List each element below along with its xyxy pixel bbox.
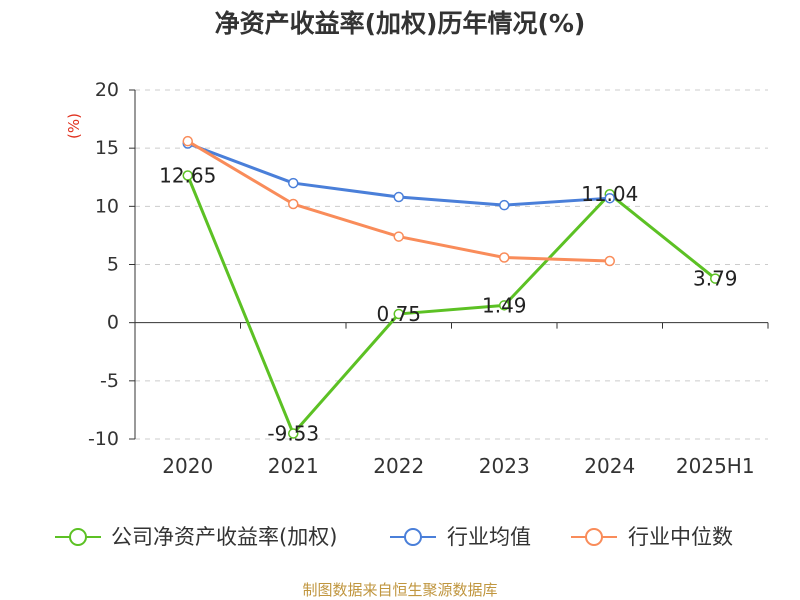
x-tick-label: 2024 (584, 454, 635, 478)
data-label: 0.75 (376, 302, 421, 326)
legend: 公司净资产收益率(加权) 行业均值 行业中位数 (55, 525, 733, 549)
data-label: 1.49 (482, 293, 527, 317)
legend-item-industry-median[interactable]: 行业中位数 (571, 525, 733, 549)
data-point[interactable] (499, 252, 510, 263)
x-tick-label: 2023 (479, 454, 530, 478)
legend-label: 公司净资产收益率(加权) (111, 525, 337, 549)
data-point[interactable] (182, 170, 193, 181)
data-label: 3.79 (693, 267, 738, 291)
data-point[interactable] (499, 199, 510, 211)
data-label: -9.53 (267, 422, 319, 446)
legend-circle-marker (404, 528, 422, 546)
series-layer (182, 135, 721, 439)
grid-lines (135, 89, 768, 440)
data-point[interactable] (710, 273, 721, 284)
x-tick-label: 2021 (268, 454, 319, 478)
data-labels: 12.65 -9.53 0.75 1.49 11.04 3.79 (159, 164, 737, 446)
data-point[interactable] (288, 198, 299, 210)
y-tick-label: 5 (107, 254, 119, 276)
data-point[interactable] (604, 255, 615, 267)
legend-circle-marker (585, 528, 603, 546)
y-tick-label: 0 (107, 312, 119, 334)
y-tick-label: -5 (100, 370, 119, 392)
data-label: 11.04 (581, 182, 638, 206)
legend-item-industry-mean[interactable]: 行业均值 (390, 525, 531, 549)
y-tick-label: -10 (88, 428, 119, 450)
data-point[interactable] (499, 300, 510, 311)
x-tick-label: 2020 (162, 454, 213, 478)
data-point[interactable] (393, 308, 404, 320)
data-point[interactable] (288, 428, 299, 439)
data-point[interactable] (288, 177, 299, 189)
y-tick-label: 20 (95, 79, 119, 101)
legend-label: 行业中位数 (628, 525, 733, 549)
data-point[interactable] (393, 191, 404, 203)
y-tick-label: 10 (95, 195, 119, 217)
data-label: 12.65 (159, 164, 216, 188)
legend-label: 行业均值 (447, 525, 531, 549)
x-tick-label: 2022 (373, 454, 424, 478)
data-point[interactable] (182, 135, 193, 147)
y-axis-unit-label: (%) (65, 113, 83, 139)
y-tick-label: 15 (95, 137, 119, 159)
legend-item-company-roe[interactable]: 公司净资产收益率(加权) (55, 525, 337, 549)
data-point[interactable] (604, 192, 615, 204)
source-footer: 制图数据来自恒生聚源数据库 (302, 581, 497, 599)
x-tick-label: 2025H1 (676, 454, 755, 478)
data-point[interactable] (393, 231, 404, 242)
series-line-0 (186, 174, 717, 436)
chart-title: 净资产收益率(加权)历年情况(%) (215, 9, 586, 38)
legend-circle-marker (69, 528, 87, 546)
